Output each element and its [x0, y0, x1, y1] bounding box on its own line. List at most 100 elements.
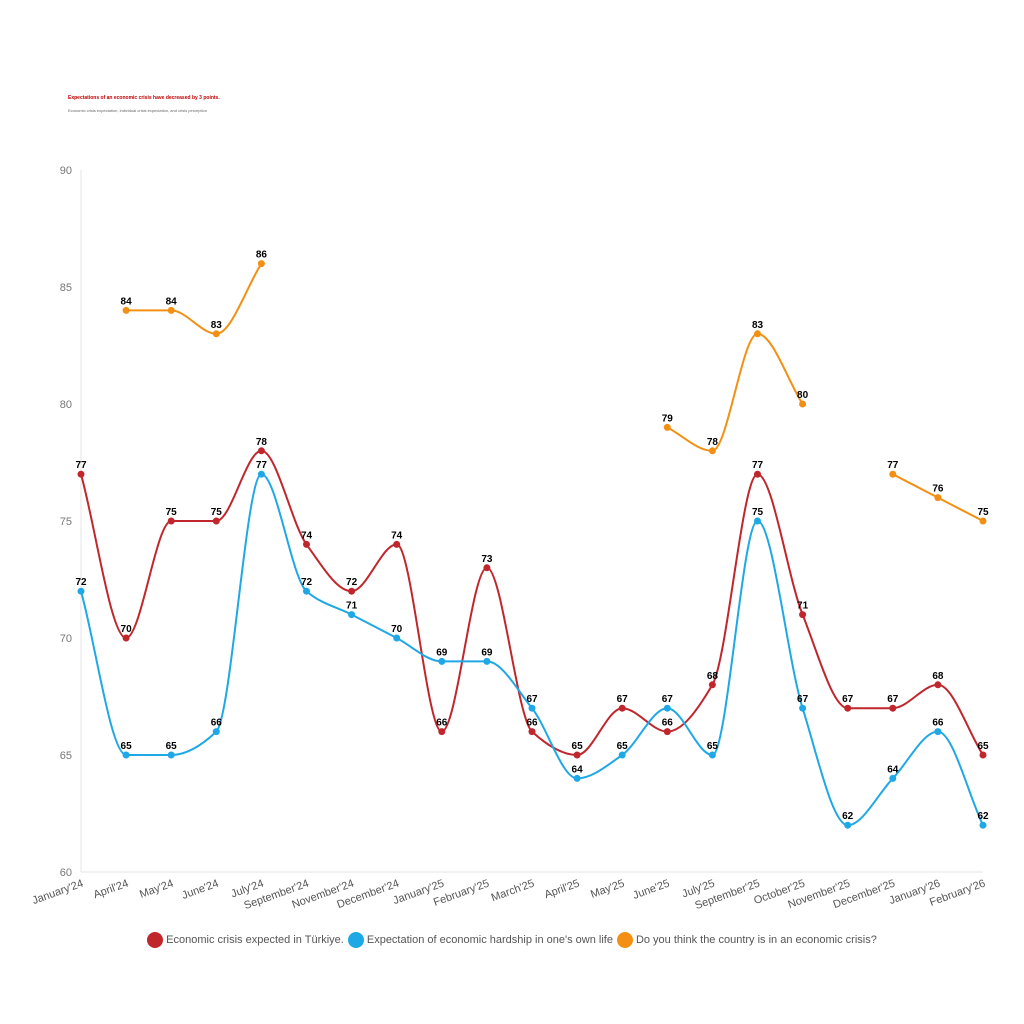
data-point-0[interactable]	[934, 681, 942, 689]
data-point-1[interactable]	[934, 728, 942, 736]
data-point-2[interactable]	[708, 447, 716, 455]
data-point-1[interactable]	[528, 704, 536, 712]
data-label: 67	[842, 694, 854, 705]
chart-legend: Economic crisis expected in Türkiye. Exp…	[0, 932, 1024, 948]
series-line-2	[126, 263, 263, 335]
data-label: 64	[572, 764, 584, 775]
data-point-1[interactable]	[212, 728, 220, 736]
data-point-1[interactable]	[663, 704, 671, 712]
y-tick-label: 60	[60, 867, 72, 879]
legend-label: Economic crisis expected in Türkiye.	[166, 934, 344, 946]
data-point-1[interactable]	[483, 657, 491, 665]
data-label: 69	[481, 647, 493, 658]
data-point-1[interactable]	[573, 774, 581, 782]
data-labels: 77 70 75 75 78 74 72 74 66 73 66 65 67 66 68 77 71 67 67 68…	[75, 250, 989, 823]
data-label: 75	[752, 507, 764, 518]
data-point-2[interactable]	[663, 423, 671, 431]
data-point-1[interactable]	[799, 704, 807, 712]
data-point-1[interactable]	[708, 751, 716, 759]
data-point-2[interactable]	[889, 470, 897, 478]
data-point-2[interactable]	[212, 330, 220, 338]
legend-item-turkiye-crisis[interactable]: Economic crisis expected in Türkiye.	[147, 932, 344, 948]
data-label: 83	[752, 320, 764, 331]
data-label: 84	[121, 296, 133, 307]
data-label: 66	[211, 718, 223, 729]
data-point-2[interactable]	[799, 400, 807, 408]
data-point-0[interactable]	[212, 517, 220, 525]
data-label: 66	[436, 718, 448, 729]
data-point-1[interactable]	[889, 774, 897, 782]
data-point-0[interactable]	[167, 517, 175, 525]
x-tick-label: April'25	[543, 878, 581, 902]
data-label: 71	[797, 601, 809, 612]
data-point-0[interactable]	[979, 751, 987, 759]
data-point-2[interactable]	[979, 517, 987, 525]
data-label: 77	[887, 460, 899, 471]
data-label: 80	[797, 390, 809, 401]
data-point-1[interactable]	[348, 611, 356, 619]
data-point-0[interactable]	[708, 681, 716, 689]
legend-item-country-in-crisis[interactable]: Do you think the country is in an econom…	[616, 932, 877, 948]
data-point-1[interactable]	[257, 470, 265, 478]
data-label: 70	[121, 624, 133, 635]
data-point-1[interactable]	[122, 751, 130, 759]
data-point-1[interactable]	[77, 587, 85, 595]
data-point-0[interactable]	[573, 751, 581, 759]
data-point-1[interactable]	[438, 657, 446, 665]
data-point-0[interactable]	[438, 728, 446, 736]
data-label: 65	[572, 741, 584, 752]
data-label: 62	[842, 811, 854, 822]
legend-marker-blue	[347, 932, 364, 948]
data-label: 75	[977, 507, 989, 518]
data-point-1[interactable]	[618, 751, 626, 759]
series-line-1	[80, 473, 984, 827]
data-label: 66	[526, 718, 538, 729]
data-label: 78	[707, 437, 719, 448]
data-point-0[interactable]	[257, 447, 265, 455]
series-points	[77, 260, 987, 829]
data-label: 68	[707, 671, 719, 682]
data-point-0[interactable]	[754, 470, 761, 478]
data-point-0[interactable]	[348, 587, 356, 595]
data-label: 77	[752, 460, 764, 471]
chart-subtitle: Economic crisis expectation, individual …	[68, 108, 207, 113]
data-point-0[interactable]	[303, 540, 310, 548]
data-point-1[interactable]	[167, 751, 175, 759]
x-tick-label: May'24	[138, 878, 175, 901]
data-point-0[interactable]	[483, 564, 491, 572]
data-label: 65	[977, 741, 989, 752]
data-point-1[interactable]	[303, 587, 310, 595]
legend-item-personal-hardship[interactable]: Expectation of economic hardship in one'…	[347, 932, 613, 948]
data-point-2[interactable]	[754, 330, 761, 338]
data-label: 77	[75, 460, 87, 471]
y-tick-label: 80	[60, 399, 72, 411]
data-point-0[interactable]	[122, 634, 130, 642]
data-label: 72	[75, 577, 87, 588]
data-label: 65	[166, 741, 178, 752]
data-point-0[interactable]	[393, 540, 401, 548]
data-point-0[interactable]	[844, 704, 852, 712]
data-point-0[interactable]	[528, 728, 536, 736]
data-label: 67	[797, 694, 809, 705]
data-point-1[interactable]	[844, 821, 852, 829]
data-point-2[interactable]	[257, 260, 265, 268]
data-point-1[interactable]	[979, 821, 987, 829]
data-point-0[interactable]	[799, 611, 807, 619]
chart-title: Expectations of an economic crisis have …	[68, 95, 220, 101]
data-point-0[interactable]	[663, 728, 671, 736]
data-label: 67	[526, 694, 538, 705]
data-point-1[interactable]	[754, 517, 761, 525]
data-point-0[interactable]	[889, 704, 897, 712]
data-point-2[interactable]	[934, 494, 942, 502]
data-point-2[interactable]	[167, 306, 175, 314]
legend-label: Do you think the country is in an econom…	[635, 934, 877, 946]
data-label: 65	[707, 741, 719, 752]
data-point-0[interactable]	[618, 704, 626, 712]
y-tick-label: 85	[60, 282, 72, 294]
data-point-1[interactable]	[393, 634, 401, 642]
x-tick-label: April'24	[92, 878, 130, 902]
data-point-0[interactable]	[77, 470, 85, 478]
data-point-2[interactable]	[122, 306, 130, 314]
